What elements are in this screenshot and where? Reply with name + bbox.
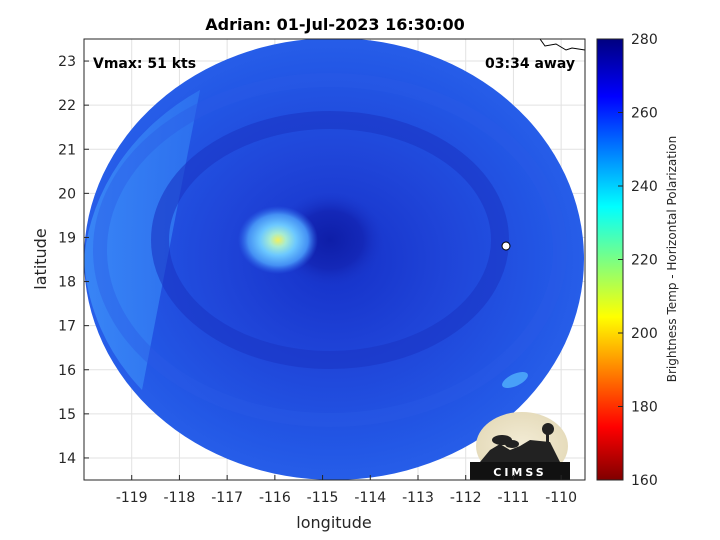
colorbar-tick-label: 220 xyxy=(631,253,658,269)
dish-icon xyxy=(505,440,519,448)
x-tick-label: -112 xyxy=(450,490,482,506)
warm-feature xyxy=(238,206,318,274)
colorbar-ticks: 160 180 200 220 240 260 280 xyxy=(618,32,658,489)
y-tick-label: 20 xyxy=(58,186,76,202)
colorbar-tick-label: 260 xyxy=(631,106,658,122)
swath-image xyxy=(84,39,585,480)
x-tick-label: -118 xyxy=(164,490,196,506)
rain-band xyxy=(151,111,509,369)
y-tick-label: 14 xyxy=(58,451,76,467)
y-axis-label: latitude xyxy=(31,228,50,289)
y-tick-label: 23 xyxy=(58,54,76,70)
x-tick-label: -110 xyxy=(545,490,577,506)
vmax-label: Vmax: 51 kts xyxy=(93,56,196,72)
colorbar-tick-label: 280 xyxy=(631,32,658,48)
y-tick-label: 16 xyxy=(58,363,76,379)
x-tick-label: -119 xyxy=(116,490,148,506)
cloud-feature xyxy=(502,371,528,389)
water-tower-icon xyxy=(542,423,554,435)
x-tick-label: -117 xyxy=(211,490,243,506)
swath-edge-strip xyxy=(84,90,200,390)
y-tick-label: 18 xyxy=(58,275,76,291)
y-tick-label: 17 xyxy=(58,319,76,335)
colorbar-tick-label: 240 xyxy=(631,179,658,195)
island-outline xyxy=(501,241,511,251)
figure-title: Adrian: 01-Jul-2023 16:30:00 xyxy=(205,15,464,34)
y-tick-label: 21 xyxy=(58,142,76,158)
colorbar-tick-label: 180 xyxy=(631,400,658,416)
x-tick-label: -116 xyxy=(259,490,291,506)
x-tick-label: -114 xyxy=(354,490,386,506)
y-axis: 14 15 16 17 18 19 20 21 22 23 xyxy=(58,54,89,467)
y-tick-label: 22 xyxy=(58,98,76,114)
time-away-label: 03:34 away xyxy=(485,56,575,72)
x-axis-label: longitude xyxy=(296,513,371,532)
x-tick-label: -113 xyxy=(402,490,434,506)
colorbar-label: Brightness Temp - Horizontal Polarizatio… xyxy=(665,136,679,383)
coastline xyxy=(539,39,585,51)
y-tick-label: 19 xyxy=(58,230,76,246)
building-silhouette-icon xyxy=(480,440,560,462)
y-tick-label: 15 xyxy=(58,407,76,423)
x-tick-label: -111 xyxy=(498,490,530,506)
colorbar-tick-label: 200 xyxy=(631,326,658,342)
colorbar-tick-label: 160 xyxy=(631,473,658,489)
logo-text: CIMSS xyxy=(493,466,546,479)
x-tick-label: -115 xyxy=(307,490,339,506)
cimss-logo: CIMSS xyxy=(470,412,570,480)
outer-band xyxy=(93,73,567,427)
x-axis: -119 -118 -117 -116 -115 -114 -113 -112 -111 -110 xyxy=(116,475,577,506)
plot-frame xyxy=(83,38,586,481)
